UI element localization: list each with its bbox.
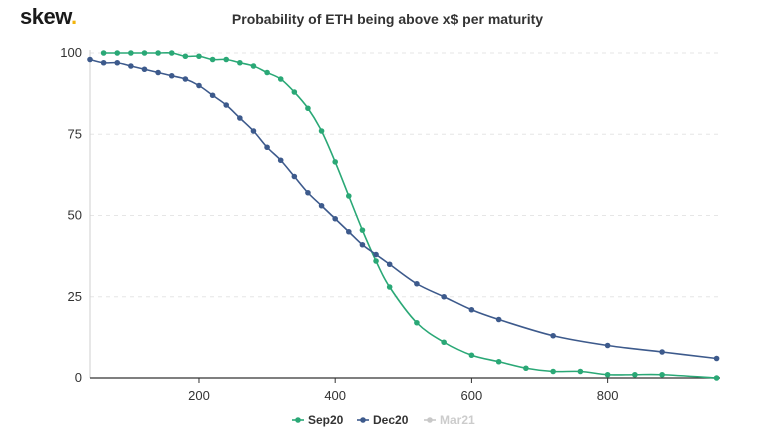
data-point-dec20[interactable] <box>237 115 243 121</box>
data-point-sep20[interactable] <box>155 50 161 56</box>
data-point-dec20[interactable] <box>291 173 298 180</box>
legend-item-dec20[interactable]: Dec20 <box>357 413 409 427</box>
data-point-dec20[interactable] <box>346 228 352 235</box>
data-point-sep20[interactable] <box>550 368 556 375</box>
series-line-dec20 <box>89 58 717 360</box>
data-point-dec20[interactable] <box>128 63 134 69</box>
data-point-dec20[interactable] <box>141 66 148 73</box>
data-point-sep20[interactable] <box>237 59 243 66</box>
y-tick-label: 100 <box>60 45 82 60</box>
legend-swatch-marker <box>360 417 366 423</box>
legend-swatch-marker <box>295 417 301 423</box>
data-point-sep20[interactable] <box>632 371 638 378</box>
data-point-dec20[interactable] <box>209 92 216 99</box>
data-point-dec20[interactable] <box>168 72 175 79</box>
data-point-sep20[interactable] <box>346 193 352 199</box>
legend-label-dec20: Dec20 <box>373 413 409 427</box>
chart-title: Probability of ETH being above x$ per ma… <box>231 11 544 27</box>
x-tick-label: 800 <box>597 388 619 403</box>
data-point-sep20[interactable] <box>414 319 420 326</box>
axis-layer: 0 25 50 75 100 200 400 600 800 <box>60 45 720 403</box>
data-point-dec20[interactable] <box>414 280 420 287</box>
data-point-dec20[interactable] <box>713 355 720 362</box>
y-tick-label: 50 <box>68 208 82 223</box>
data-point-sep20[interactable] <box>264 69 270 76</box>
data-point-sep20[interactable] <box>209 56 216 63</box>
data-point-sep20[interactable] <box>223 56 230 63</box>
data-point-dec20[interactable] <box>373 251 379 258</box>
data-point-sep20[interactable] <box>659 371 665 378</box>
data-point-dec20[interactable] <box>196 82 202 89</box>
data-point-dec20[interactable] <box>386 261 393 268</box>
legend-item-mar21[interactable]: Mar21 <box>424 413 475 427</box>
data-point-sep20[interactable] <box>196 53 202 60</box>
y-tick-label: 0 <box>75 370 82 385</box>
y-tick-label: 75 <box>68 126 82 141</box>
data-point-dec20[interactable] <box>182 76 189 82</box>
x-tick-label: 400 <box>324 388 346 403</box>
skew-logo: skew. <box>20 4 77 30</box>
data-point-sep20[interactable] <box>359 227 366 233</box>
data-point-dec20[interactable] <box>359 241 366 248</box>
data-point-sep20[interactable] <box>291 89 298 95</box>
data-point-dec20[interactable] <box>87 56 93 63</box>
data-point-sep20[interactable] <box>250 63 257 69</box>
data-point-sep20[interactable] <box>386 284 393 290</box>
data-point-dec20[interactable] <box>100 59 107 66</box>
data-point-dec20[interactable] <box>441 293 447 300</box>
data-point-sep20[interactable] <box>495 358 502 365</box>
data-point-dec20[interactable] <box>155 69 161 76</box>
data-point-dec20[interactable] <box>468 306 475 313</box>
chart-legend[interactable]: Sep20 Dec20 Mar21 <box>292 413 475 427</box>
data-point-dec20[interactable] <box>318 202 325 209</box>
legend-label-mar21: Mar21 <box>440 413 475 427</box>
data-point-sep20[interactable] <box>168 50 175 56</box>
grid-layer <box>90 52 720 298</box>
data-point-dec20[interactable] <box>114 59 121 66</box>
data-point-dec20[interactable] <box>495 316 502 323</box>
series-layer <box>87 50 720 381</box>
data-point-sep20[interactable] <box>468 352 475 359</box>
data-point-sep20[interactable] <box>305 105 311 112</box>
data-point-sep20[interactable] <box>114 50 121 56</box>
data-point-sep20[interactable] <box>277 76 284 82</box>
data-point-dec20[interactable] <box>223 102 230 108</box>
data-point-dec20[interactable] <box>332 215 338 222</box>
data-point-sep20[interactable] <box>332 159 338 165</box>
data-point-sep20[interactable] <box>318 128 325 134</box>
data-point-dec20[interactable] <box>550 332 556 339</box>
data-point-sep20[interactable] <box>128 50 134 56</box>
data-point-sep20[interactable] <box>373 258 379 264</box>
data-point-sep20[interactable] <box>713 375 720 381</box>
legend-item-sep20[interactable]: Sep20 <box>292 413 344 427</box>
data-point-sep20[interactable] <box>141 50 148 56</box>
legend-label-sep20: Sep20 <box>308 413 344 427</box>
data-point-dec20[interactable] <box>277 157 284 164</box>
data-point-dec20[interactable] <box>264 144 270 151</box>
data-point-sep20[interactable] <box>100 50 107 56</box>
data-point-dec20[interactable] <box>305 189 311 196</box>
x-tick-label: 600 <box>461 388 483 403</box>
brand-dot: . <box>71 4 77 29</box>
data-point-sep20[interactable] <box>577 368 584 375</box>
data-point-sep20[interactable] <box>523 365 529 372</box>
data-point-dec20[interactable] <box>604 342 611 349</box>
brand-name: skew <box>20 4 72 29</box>
y-tick-label: 25 <box>68 289 82 304</box>
legend-swatch-marker <box>427 417 433 423</box>
x-tick-label: 200 <box>188 388 210 403</box>
data-point-dec20[interactable] <box>659 349 665 355</box>
data-point-sep20[interactable] <box>182 53 189 60</box>
data-point-sep20[interactable] <box>604 371 611 378</box>
data-point-dec20[interactable] <box>250 128 257 134</box>
data-point-sep20[interactable] <box>441 339 447 346</box>
